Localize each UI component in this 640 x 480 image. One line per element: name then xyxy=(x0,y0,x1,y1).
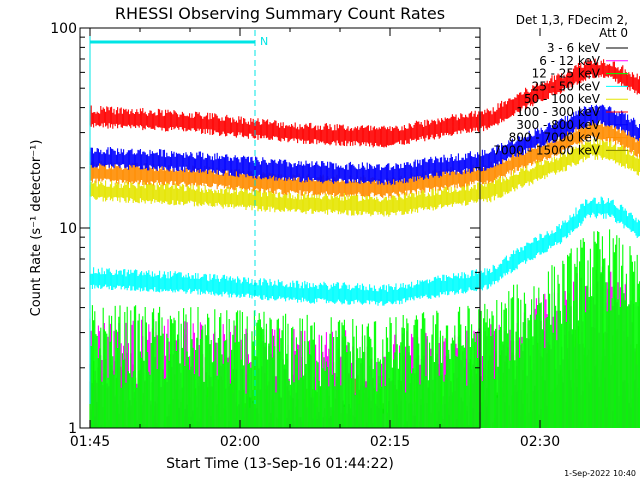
legend-label: 300 - 800 keV xyxy=(516,118,600,132)
flag-label: N xyxy=(260,35,268,48)
legend-label: 800 - 7000 keV xyxy=(509,131,601,145)
footer-date: 1-Sep-2022 10:40 xyxy=(564,469,636,478)
flag-layer: N xyxy=(89,30,268,404)
legend-entry: 12 - 25 keV xyxy=(532,67,628,81)
legend-entry: 50 - 100 keV xyxy=(524,92,628,106)
legend-entry: 800 - 7000 keV xyxy=(509,131,628,145)
y-tick-label: 100 xyxy=(50,21,77,37)
legend-label: 7000 - 15000 keV xyxy=(493,143,600,157)
x-tick-label: 02:00 xyxy=(220,434,260,450)
legend-label: 25 - 50 keV xyxy=(532,79,601,93)
y-tick-label: 1 xyxy=(68,421,77,437)
legend-entry: 3 - 6 keV xyxy=(547,41,628,55)
chart-title: RHESSI Observing Summary Count Rates xyxy=(115,4,445,23)
legend-label: 3 - 6 keV xyxy=(547,41,601,55)
y-tick-label: 10 xyxy=(59,221,77,237)
legend-entry: 300 - 800 keV xyxy=(516,118,628,132)
tick-layer xyxy=(80,27,541,429)
legend-label: 100 - 300 keV xyxy=(516,105,600,119)
legend-label: 12 - 25 keV xyxy=(532,67,601,81)
legend-entry: 6 - 12 keV xyxy=(539,54,628,68)
legend-label: 50 - 100 keV xyxy=(524,92,601,106)
legend-header-line-2: Att 0 xyxy=(599,26,628,40)
x-tick-label: 02:30 xyxy=(520,434,560,450)
legend-header-line-1: Det 1,3, FDecim 2, xyxy=(516,13,628,27)
legend-entry: 100 - 300 keV xyxy=(516,105,628,119)
legend-entry: 25 - 50 keV xyxy=(532,79,628,93)
legend-entry: 7000 - 15000 keV xyxy=(493,143,628,157)
x-axis-label: Start Time (13-Sep-16 01:44:22) xyxy=(166,456,394,472)
x-tick-label: 02:15 xyxy=(370,434,410,450)
x-tick-label: 01:45 xyxy=(70,434,110,450)
legend-label: 6 - 12 keV xyxy=(539,54,601,68)
y-axis-label: Count Rate (s⁻¹ detector⁻¹) xyxy=(29,140,44,317)
y-tick-labels: 1 10 100 xyxy=(50,21,77,437)
